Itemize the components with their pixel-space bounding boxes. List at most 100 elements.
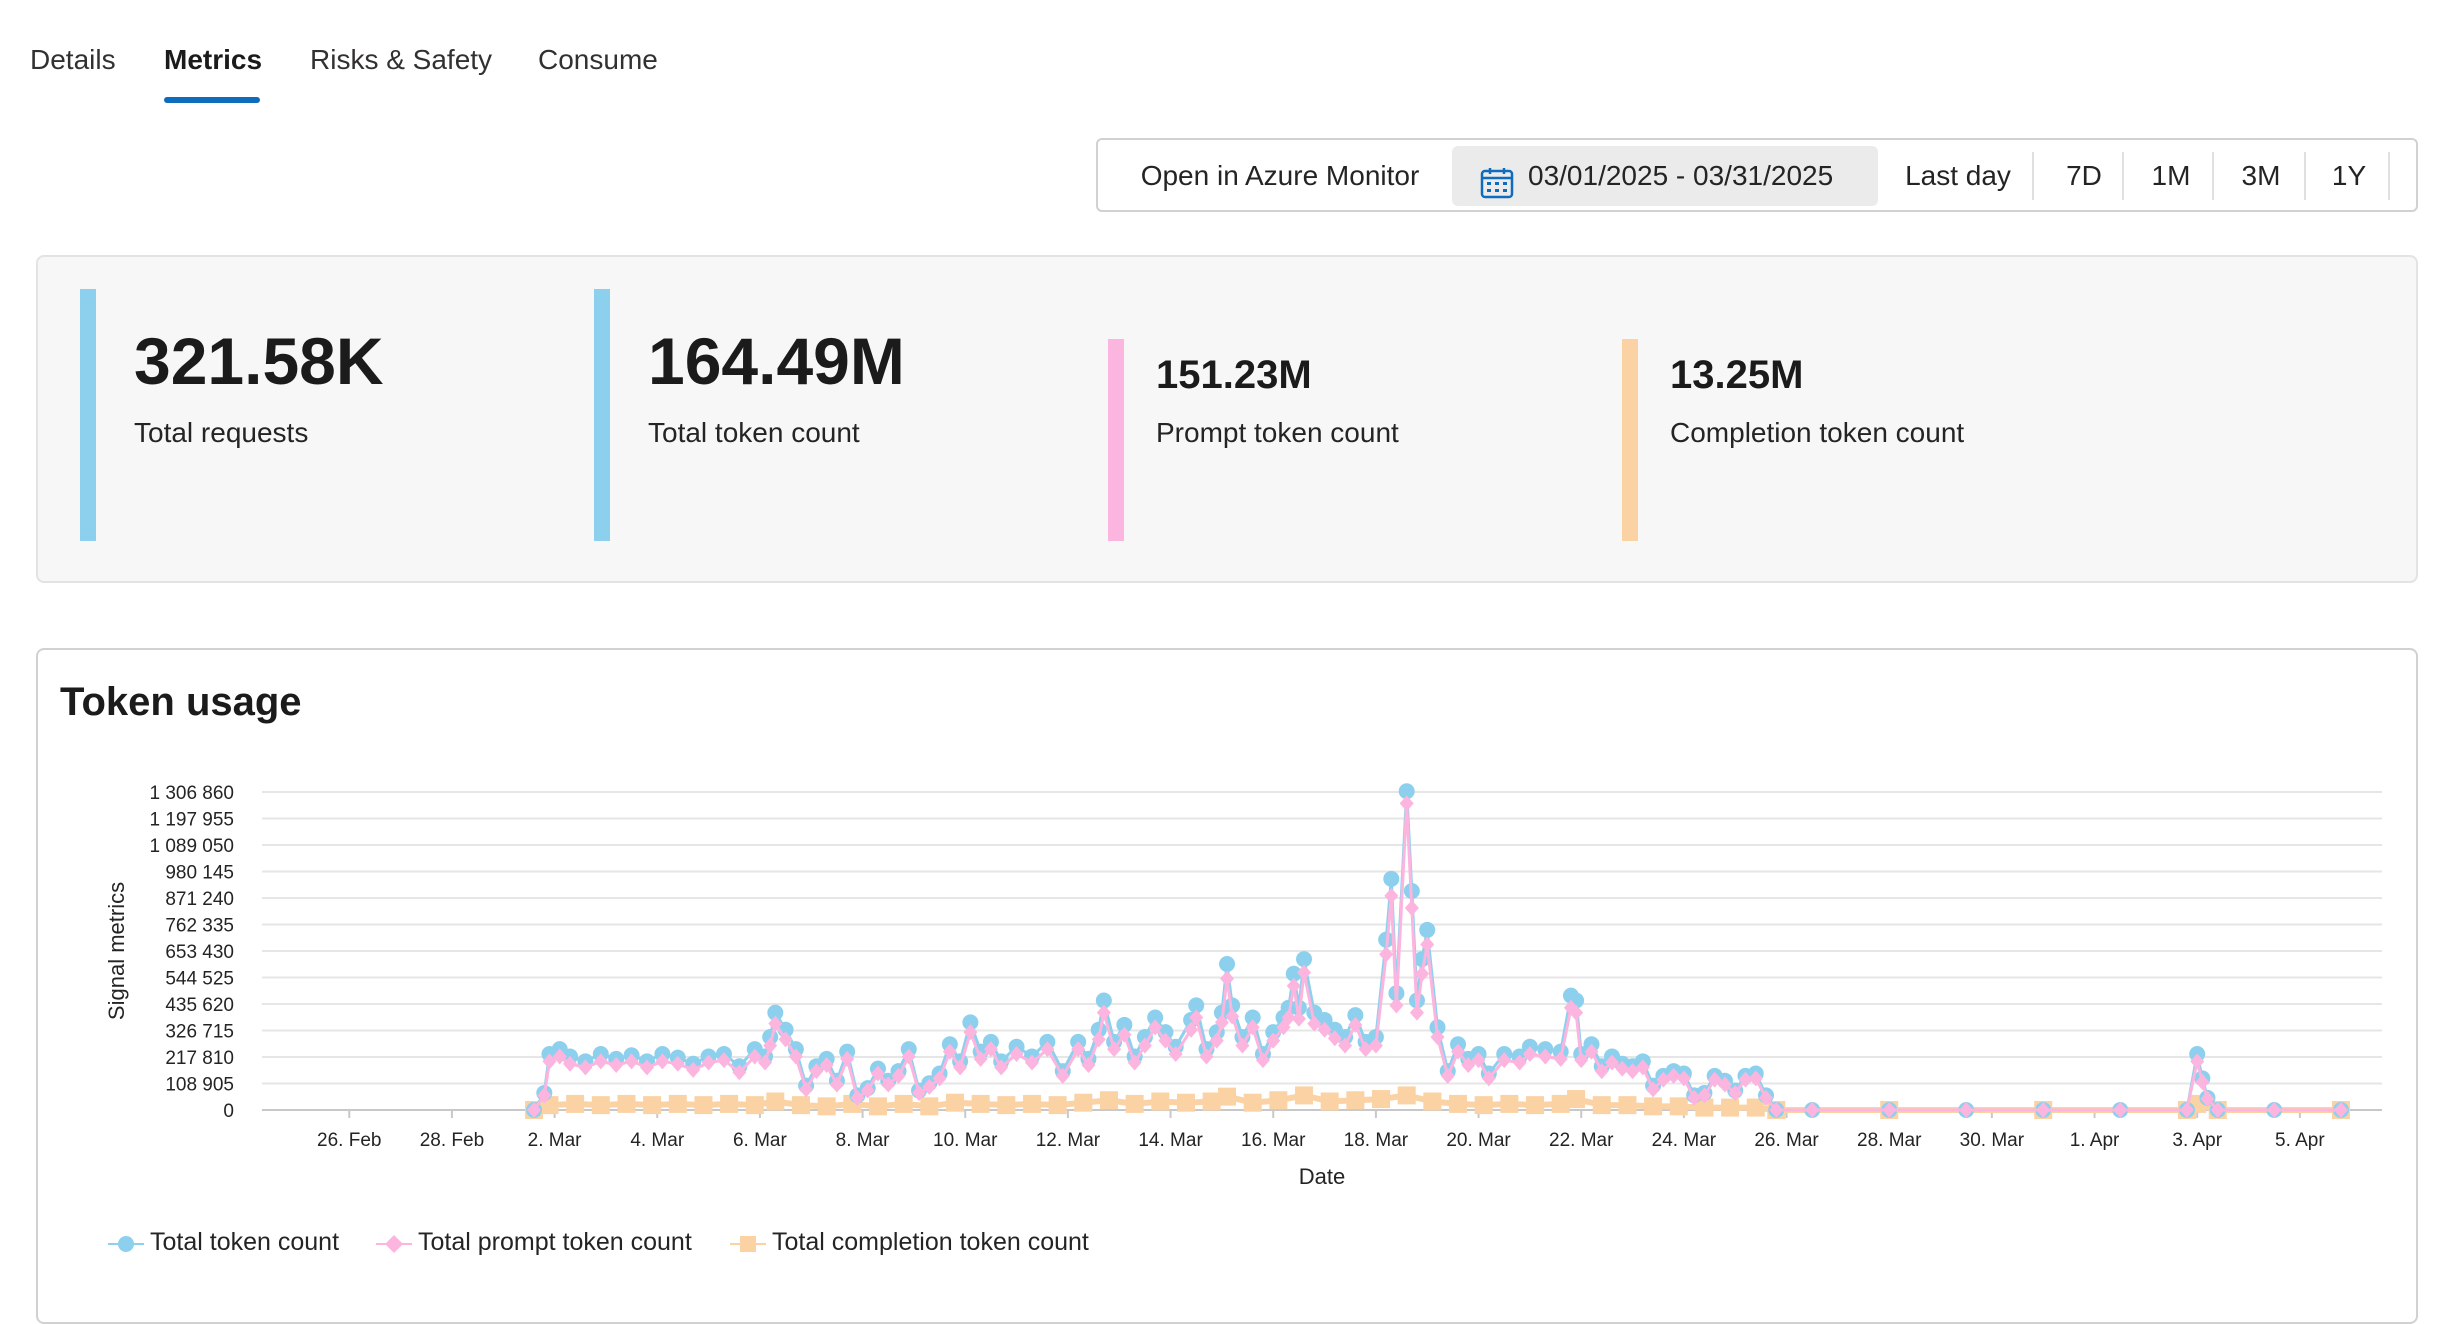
x-tick-label: 6. Mar xyxy=(733,1130,788,1151)
y-tick-label: 108 905 xyxy=(165,1075,234,1096)
data-point xyxy=(1471,1052,1486,1069)
data-point xyxy=(1269,1091,1288,1110)
kpi-color-bar xyxy=(594,289,610,541)
y-tick-label: 980 145 xyxy=(165,863,234,884)
data-point xyxy=(1307,1015,1322,1032)
data-point xyxy=(1218,1087,1237,1106)
data-point xyxy=(1398,783,1415,800)
y-tick-label: 217 810 xyxy=(165,1048,234,1069)
data-point xyxy=(1618,1096,1637,1115)
data-point xyxy=(655,1053,670,1070)
tab-metrics[interactable]: Metrics xyxy=(164,44,263,75)
data-point xyxy=(1243,1093,1262,1112)
data-point xyxy=(1148,1019,1163,1036)
data-point xyxy=(1368,1037,1383,1054)
data-point xyxy=(2195,1074,2210,1091)
series-total-prompt-token-count xyxy=(527,795,2348,1118)
x-tick-label: 22. Mar xyxy=(1549,1130,1614,1151)
tab-consume[interactable]: Consume xyxy=(538,44,658,75)
data-point xyxy=(578,1059,593,1076)
data-point xyxy=(2200,1091,2215,1108)
data-point xyxy=(1137,1037,1152,1054)
data-point xyxy=(962,1014,979,1031)
data-point xyxy=(1461,1056,1476,1073)
data-point xyxy=(591,1096,610,1115)
data-point xyxy=(1055,1067,1070,1084)
data-point xyxy=(953,1059,968,1076)
data-point xyxy=(593,1053,608,1070)
data-point xyxy=(1199,1048,1214,1065)
range-3m-button[interactable]: 3M xyxy=(2241,160,2281,191)
data-point xyxy=(2190,1053,2205,1070)
data-point xyxy=(609,1056,624,1073)
kpi-label: Total requests xyxy=(134,417,309,448)
data-point xyxy=(2036,1102,2051,1118)
data-point xyxy=(788,1048,803,1065)
tab-details[interactable]: Details xyxy=(30,44,116,75)
data-point xyxy=(1297,964,1312,981)
range-1m-button[interactable]: 1M xyxy=(2151,160,2191,191)
kpi-color-bar xyxy=(80,289,96,541)
data-point xyxy=(920,1097,939,1116)
x-tick-label: 10. Mar xyxy=(933,1130,998,1151)
data-point xyxy=(1127,1054,1142,1071)
data-point xyxy=(1338,1037,1353,1054)
data-point xyxy=(1553,1050,1568,1067)
open-in-azure-monitor-button[interactable]: Open in Azure Monitor xyxy=(1140,160,1420,191)
data-point xyxy=(1584,1043,1599,1060)
data-point xyxy=(1379,946,1394,963)
data-point xyxy=(562,1055,577,1072)
data-point xyxy=(1235,1037,1250,1054)
legend-label: Total completion token count xyxy=(772,1228,1089,1256)
y-tick-label: 653 430 xyxy=(165,942,234,963)
data-point xyxy=(1746,1098,1765,1117)
data-point xyxy=(1959,1102,1974,1118)
data-point xyxy=(1040,1041,1055,1058)
data-point xyxy=(1291,1010,1306,1027)
data-point xyxy=(891,1067,906,1084)
data-point xyxy=(768,1015,783,1032)
data-point xyxy=(1669,1097,1688,1116)
tab-risks-safety[interactable]: Risks & Safety xyxy=(310,44,493,75)
toolbar-divider xyxy=(2304,152,2306,200)
data-point xyxy=(1225,1008,1240,1025)
data-point xyxy=(686,1061,701,1078)
data-point xyxy=(1625,1063,1640,1080)
legend-label: Total prompt token count xyxy=(418,1228,692,1256)
data-point xyxy=(1605,1054,1620,1071)
data-point xyxy=(527,1102,542,1118)
data-point xyxy=(1481,1070,1496,1087)
last-day-button[interactable]: Last day xyxy=(1905,160,2011,191)
x-tick-label: 26. Feb xyxy=(317,1130,381,1151)
y-tick-label: 326 715 xyxy=(165,1022,234,1043)
date-range-value: 03/01/2025 - 03/31/2025 xyxy=(1528,160,1834,191)
data-point xyxy=(1707,1071,1722,1088)
kpi-value: 164.49M xyxy=(648,324,905,398)
data-point xyxy=(1158,1032,1173,1049)
range-7d-button[interactable]: 7D xyxy=(2066,160,2102,191)
data-point xyxy=(791,1096,810,1115)
data-point xyxy=(1430,1029,1445,1046)
range-1y-button[interactable]: 1Y xyxy=(2331,160,2367,191)
data-point xyxy=(766,1092,785,1111)
data-point xyxy=(1009,1046,1024,1063)
data-point xyxy=(901,1048,916,1065)
data-point xyxy=(2333,1102,2348,1118)
data-point xyxy=(1805,1102,1820,1118)
data-point xyxy=(1214,1014,1229,1031)
data-point xyxy=(763,1037,778,1054)
data-point xyxy=(1317,1021,1332,1038)
date-range-picker[interactable]: 03/01/2025 - 03/31/2025 xyxy=(1452,146,1878,206)
data-point xyxy=(1281,1009,1296,1026)
data-point xyxy=(1397,1086,1416,1105)
y-tick-label: 435 620 xyxy=(165,995,234,1016)
data-point xyxy=(745,1096,764,1115)
data-point xyxy=(1266,1032,1281,1049)
x-tick-label: 3. Apr xyxy=(2172,1130,2222,1151)
data-point xyxy=(1285,965,1302,982)
data-point xyxy=(1497,1052,1512,1069)
data-point xyxy=(552,1048,567,1065)
data-point xyxy=(1095,992,1112,1009)
data-point xyxy=(1168,1046,1183,1063)
data-point xyxy=(1512,1054,1527,1071)
